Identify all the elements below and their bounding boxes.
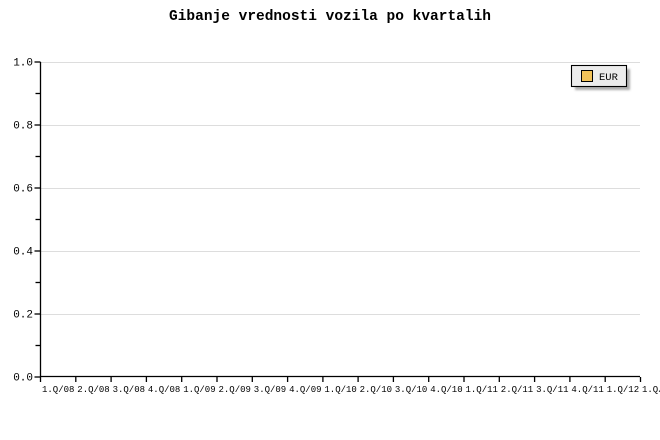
svg-text:3.Q/11: 3.Q/11 [536,385,568,395]
svg-text:2.Q/09: 2.Q/09 [219,385,251,395]
svg-text:3.Q/10: 3.Q/10 [395,385,427,395]
svg-text:0.8: 0.8 [13,121,33,133]
svg-text:0.2: 0.2 [13,310,33,322]
svg-text:4.Q/11: 4.Q/11 [571,385,603,395]
svg-text:0.4: 0.4 [13,247,33,259]
svg-text:1.Q/08: 1.Q/08 [42,385,74,395]
svg-text:0.6: 0.6 [13,184,33,196]
svg-text:1.Q/10: 1.Q/10 [324,385,356,395]
svg-text:1.0: 1.0 [13,58,33,70]
svg-text:0.0: 0.0 [13,373,33,385]
svg-text:4.Q/08: 4.Q/08 [148,385,180,395]
svg-text:3.Q/09: 3.Q/09 [254,385,286,395]
svg-text:2.Q/08: 2.Q/08 [77,385,109,395]
svg-text:2.Q/10: 2.Q/10 [360,385,392,395]
svg-text:3.Q/08: 3.Q/08 [113,385,145,395]
svg-text:1.Q/09: 1.Q/09 [183,385,215,395]
svg-text:1.Q/12: 1.Q/12 [607,385,639,395]
svg-text:Gibanje vrednosti vozila po kv: Gibanje vrednosti vozila po kvartalih [169,9,491,25]
svg-text:EUR: EUR [599,72,619,84]
svg-text:4.Q/09: 4.Q/09 [289,385,321,395]
svg-text:1.Q/12: 1.Q/12 [642,385,660,395]
svg-text:4.Q/10: 4.Q/10 [430,385,462,395]
svg-text:2.Q/11: 2.Q/11 [501,385,533,395]
svg-text:1.Q/11: 1.Q/11 [466,385,498,395]
